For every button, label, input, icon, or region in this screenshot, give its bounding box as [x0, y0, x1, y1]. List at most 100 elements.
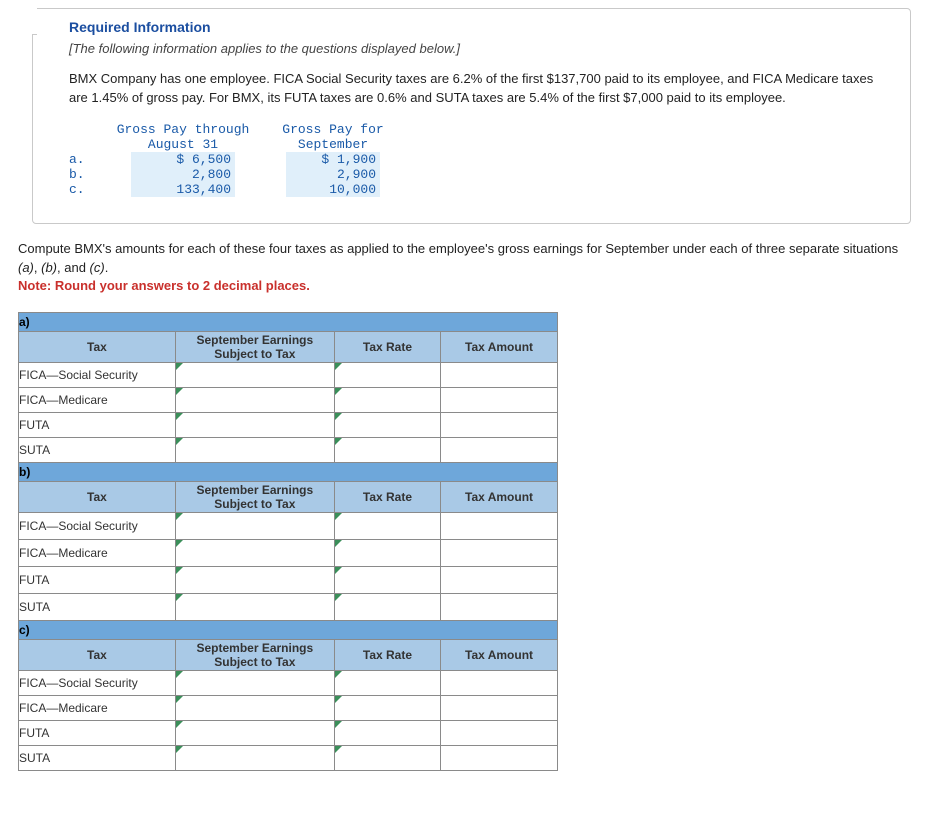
table-row: FUTA — [19, 413, 558, 438]
applies-note: [The following information applies to th… — [69, 41, 892, 56]
col-earn-a: September Earnings Subject to Tax — [175, 332, 334, 363]
b-suta-label: SUTA — [19, 594, 176, 621]
a-fica-ss-label: FICA—Social Security — [19, 363, 176, 388]
col1-head-1: Gross Pay through — [117, 122, 250, 137]
col-amt-c: Tax Amount — [441, 640, 558, 671]
instr-a: (a) — [18, 260, 34, 275]
section-b-head: b) — [19, 463, 558, 482]
col-tax-a: Tax — [19, 332, 176, 363]
pay-data-block: Gross Pay through Gross Pay for August 31… — [69, 122, 892, 197]
col-amt-a: Tax Amount — [441, 332, 558, 363]
col-rate-a: Tax Rate — [334, 332, 440, 363]
b-suta-earn[interactable] — [175, 594, 334, 621]
row-c-c1: 133,400 — [131, 182, 235, 197]
col-rate-b: Tax Rate — [334, 482, 440, 513]
a-fica-ss-earn[interactable] — [175, 363, 334, 388]
instr-part1: Compute BMX's amounts for each of these … — [18, 241, 898, 256]
c-fica-med-earn[interactable] — [175, 696, 334, 721]
rounding-note: Note: Round your answers to 2 decimal pl… — [18, 278, 310, 293]
b-futa-rate[interactable] — [334, 567, 440, 594]
required-info-title: Required Information — [69, 19, 892, 35]
c-suta-rate[interactable] — [334, 746, 440, 771]
a-suta-earn[interactable] — [175, 438, 334, 463]
col-tax-c: Tax — [19, 640, 176, 671]
row-a-c2: $ 1,900 — [286, 152, 380, 167]
instr-c: (c) — [90, 260, 105, 275]
table-row: FICA—Medicare — [19, 388, 558, 413]
table-row: FICA—Medicare — [19, 540, 558, 567]
c-suta-earn[interactable] — [175, 746, 334, 771]
b-fica-ss-label: FICA—Social Security — [19, 513, 176, 540]
table-row: FICA—Social Security — [19, 671, 558, 696]
a-suta-label: SUTA — [19, 438, 176, 463]
col-tax-b: Tax — [19, 482, 176, 513]
c-futa-earn[interactable] — [175, 721, 334, 746]
a-futa-label: FUTA — [19, 413, 176, 438]
answer-table: a) Tax September Earnings Subject to Tax… — [18, 312, 558, 771]
c-futa-rate[interactable] — [334, 721, 440, 746]
row-b-label: b. — [69, 167, 103, 182]
c-fica-med-rate[interactable] — [334, 696, 440, 721]
col-rate-c: Tax Rate — [334, 640, 440, 671]
b-fica-ss-earn[interactable] — [175, 513, 334, 540]
a-futa-amt[interactable] — [441, 413, 558, 438]
a-fica-med-amt[interactable] — [441, 388, 558, 413]
a-fica-med-rate[interactable] — [334, 388, 440, 413]
b-fica-med-label: FICA—Medicare — [19, 540, 176, 567]
col-earn-c: September Earnings Subject to Tax — [175, 640, 334, 671]
row-a-label: a. — [69, 152, 103, 167]
col1-head-2: August 31 — [148, 137, 218, 152]
row-c-label: c. — [69, 182, 103, 197]
table-row: FICA—Social Security — [19, 363, 558, 388]
problem-statement: BMX Company has one employee. FICA Socia… — [69, 70, 892, 108]
a-futa-rate[interactable] — [334, 413, 440, 438]
b-futa-label: FUTA — [19, 567, 176, 594]
c-fica-med-label: FICA—Medicare — [19, 696, 176, 721]
table-row: FICA—Medicare — [19, 696, 558, 721]
table-row: SUTA — [19, 746, 558, 771]
c-fica-ss-label: FICA—Social Security — [19, 671, 176, 696]
section-a-head: a) — [19, 313, 558, 332]
b-fica-ss-amt[interactable] — [441, 513, 558, 540]
b-fica-ss-rate[interactable] — [334, 513, 440, 540]
col2-head-2: September — [298, 137, 368, 152]
instruction-block: Compute BMX's amounts for each of these … — [18, 240, 911, 297]
table-row: FICA—Social Security — [19, 513, 558, 540]
c-fica-med-amt[interactable] — [441, 696, 558, 721]
section-c-head: c) — [19, 621, 558, 640]
table-row: SUTA — [19, 438, 558, 463]
table-row: FUTA — [19, 721, 558, 746]
a-fica-ss-amt[interactable] — [441, 363, 558, 388]
b-suta-rate[interactable] — [334, 594, 440, 621]
a-futa-earn[interactable] — [175, 413, 334, 438]
a-suta-rate[interactable] — [334, 438, 440, 463]
c-fica-ss-amt[interactable] — [441, 671, 558, 696]
c-futa-label: FUTA — [19, 721, 176, 746]
c-fica-ss-earn[interactable] — [175, 671, 334, 696]
table-row: SUTA — [19, 594, 558, 621]
b-futa-earn[interactable] — [175, 567, 334, 594]
b-fica-med-rate[interactable] — [334, 540, 440, 567]
row-a-c1: $ 6,500 — [131, 152, 235, 167]
c-suta-label: SUTA — [19, 746, 176, 771]
b-futa-amt[interactable] — [441, 567, 558, 594]
col-earn-b: September Earnings Subject to Tax — [175, 482, 334, 513]
row-b-c1: 2,800 — [131, 167, 235, 182]
a-suta-amt[interactable] — [441, 438, 558, 463]
col-amt-b: Tax Amount — [441, 482, 558, 513]
table-row: FUTA — [19, 567, 558, 594]
row-b-c2: 2,900 — [286, 167, 380, 182]
a-fica-ss-rate[interactable] — [334, 363, 440, 388]
instr-b: (b) — [41, 260, 57, 275]
b-fica-med-earn[interactable] — [175, 540, 334, 567]
c-fica-ss-rate[interactable] — [334, 671, 440, 696]
c-suta-amt[interactable] — [441, 746, 558, 771]
col2-head-1: Gross Pay for — [282, 122, 383, 137]
required-info-card: Required Information [The following info… — [32, 8, 911, 224]
b-fica-med-amt[interactable] — [441, 540, 558, 567]
a-fica-med-label: FICA—Medicare — [19, 388, 176, 413]
a-fica-med-earn[interactable] — [175, 388, 334, 413]
b-suta-amt[interactable] — [441, 594, 558, 621]
row-c-c2: 10,000 — [286, 182, 380, 197]
c-futa-amt[interactable] — [441, 721, 558, 746]
